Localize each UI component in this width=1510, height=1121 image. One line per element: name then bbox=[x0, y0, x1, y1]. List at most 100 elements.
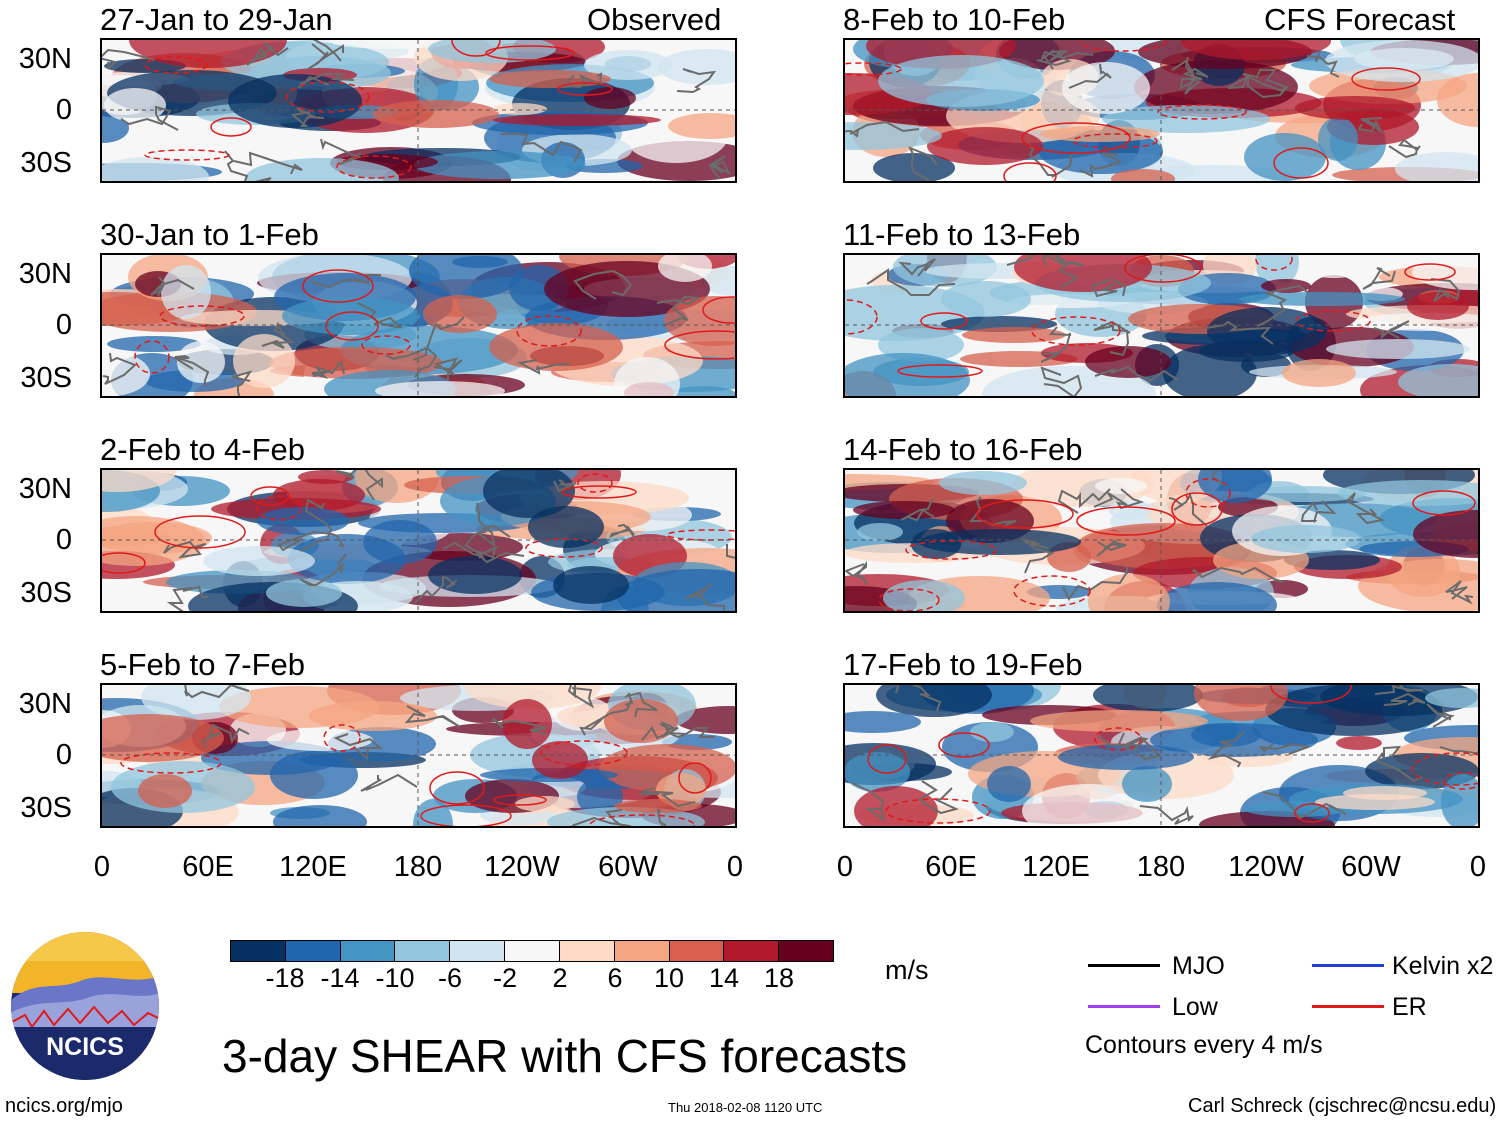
coastline bbox=[414, 575, 458, 604]
colorbar-swatch bbox=[284, 941, 340, 961]
shear-anomaly-blob bbox=[1062, 62, 1150, 114]
coastline bbox=[311, 359, 345, 380]
coastline bbox=[102, 352, 137, 385]
er-contour bbox=[1013, 575, 1091, 607]
coastline bbox=[1445, 580, 1474, 605]
coastline bbox=[300, 498, 333, 552]
er-contour bbox=[1404, 263, 1456, 281]
shear-anomaly-blob bbox=[107, 336, 201, 352]
shear-anomaly-blob bbox=[584, 50, 672, 80]
coastline bbox=[685, 583, 726, 611]
coastline bbox=[907, 146, 938, 181]
shear-anomaly-blob bbox=[987, 766, 1031, 802]
shear-anomaly-blob bbox=[104, 88, 166, 122]
er-contour bbox=[1157, 104, 1247, 120]
coastline bbox=[1096, 539, 1127, 557]
coastline bbox=[1168, 492, 1208, 527]
shear-anomaly-blob bbox=[941, 281, 1031, 317]
shear-anomaly-blob bbox=[927, 127, 1043, 165]
lat-label: 30S bbox=[20, 792, 72, 824]
coastline bbox=[1094, 365, 1179, 383]
colorbar-swatch bbox=[723, 941, 779, 961]
coastline bbox=[1388, 138, 1421, 159]
shear-anomaly-blob bbox=[1325, 40, 1478, 82]
colorbar-tick: -14 bbox=[320, 963, 360, 993]
coastline bbox=[202, 723, 250, 749]
coastline bbox=[171, 354, 210, 386]
shear-anomaly-blob bbox=[1157, 582, 1277, 611]
lon-label: 60E bbox=[182, 851, 234, 883]
lon-label: 120E bbox=[279, 851, 347, 883]
legend-label-er: ER bbox=[1392, 993, 1427, 1021]
er-contour bbox=[420, 804, 512, 826]
er-contour bbox=[905, 540, 997, 560]
coastline bbox=[231, 370, 253, 396]
shear-anomaly-blob bbox=[161, 265, 211, 319]
er-contour bbox=[1295, 310, 1371, 332]
colorbar-tick: -10 bbox=[375, 963, 415, 993]
er-contour bbox=[1411, 752, 1478, 786]
shear-anomaly-blob bbox=[423, 295, 497, 333]
coastline bbox=[900, 497, 935, 522]
er-contour bbox=[1124, 255, 1202, 283]
er-contour bbox=[1351, 67, 1421, 91]
coastline bbox=[184, 685, 250, 699]
shear-anomaly-blob bbox=[1111, 169, 1175, 181]
shear-anomaly-blob bbox=[489, 70, 611, 88]
shear-anomaly-blob bbox=[1336, 736, 1382, 750]
footer-url[interactable]: ncics.org/mjo bbox=[5, 1095, 123, 1117]
coastline bbox=[1117, 732, 1149, 752]
shear-anomaly-blob bbox=[428, 556, 522, 594]
coastline bbox=[845, 561, 868, 585]
shear-anomaly-blob bbox=[919, 529, 1081, 555]
coastline bbox=[261, 321, 295, 349]
shear-anomaly-blob bbox=[1261, 279, 1311, 293]
shear-anomaly-blob bbox=[309, 701, 437, 731]
er-contour bbox=[589, 814, 695, 826]
coastline bbox=[1306, 49, 1340, 78]
footer-credit: Carl Schreck (cjschrec@ncsu.edu) bbox=[1188, 1095, 1497, 1117]
shear-anomaly-blob bbox=[528, 506, 604, 548]
colorbar-tick: -2 bbox=[492, 963, 518, 993]
colorbar-swatch bbox=[394, 941, 450, 961]
coastline bbox=[476, 502, 511, 548]
shear-anomaly-blob bbox=[1239, 292, 1405, 306]
legend-line-low bbox=[1088, 1005, 1160, 1008]
colorbar bbox=[230, 940, 834, 962]
shear-anomaly-blob bbox=[493, 114, 661, 126]
coastline bbox=[641, 726, 715, 741]
er-contour bbox=[920, 312, 968, 330]
coastline bbox=[307, 43, 344, 70]
coastline bbox=[433, 357, 463, 380]
coastline bbox=[404, 705, 461, 728]
coastline bbox=[1025, 141, 1073, 178]
lon-label: 0 bbox=[93, 851, 111, 883]
coastline bbox=[1426, 703, 1455, 728]
coastline bbox=[166, 585, 208, 611]
coastline bbox=[1040, 366, 1083, 396]
shear-anomaly-blob bbox=[853, 501, 955, 519]
er-contour bbox=[561, 485, 637, 499]
er-contour bbox=[878, 588, 940, 611]
er-contour bbox=[144, 56, 208, 74]
coastline bbox=[1091, 278, 1127, 298]
shear-anomaly-blob bbox=[138, 774, 192, 808]
er-contour bbox=[525, 538, 603, 558]
coastline bbox=[277, 530, 346, 552]
lat-label: 0 bbox=[55, 94, 72, 126]
er-contour bbox=[1003, 162, 1057, 181]
shear-anomaly-blob bbox=[939, 471, 1027, 495]
shear-anomaly-blob bbox=[845, 711, 921, 733]
legend-label-kelvin: Kelvin x2 bbox=[1392, 952, 1494, 980]
lon-label: 0 bbox=[726, 851, 744, 883]
panel-title-3: 2-Feb to 4-Feb bbox=[100, 432, 306, 467]
coastline bbox=[573, 269, 633, 300]
coastline bbox=[1021, 538, 1055, 574]
shear-anomaly-blob bbox=[658, 49, 735, 85]
shear-anomaly-blob bbox=[577, 778, 623, 816]
shear-anomaly-blob bbox=[1085, 346, 1171, 378]
coastline bbox=[608, 523, 635, 538]
shear-field-map bbox=[845, 685, 1478, 826]
coastline bbox=[357, 302, 403, 328]
map-panel bbox=[100, 253, 737, 398]
